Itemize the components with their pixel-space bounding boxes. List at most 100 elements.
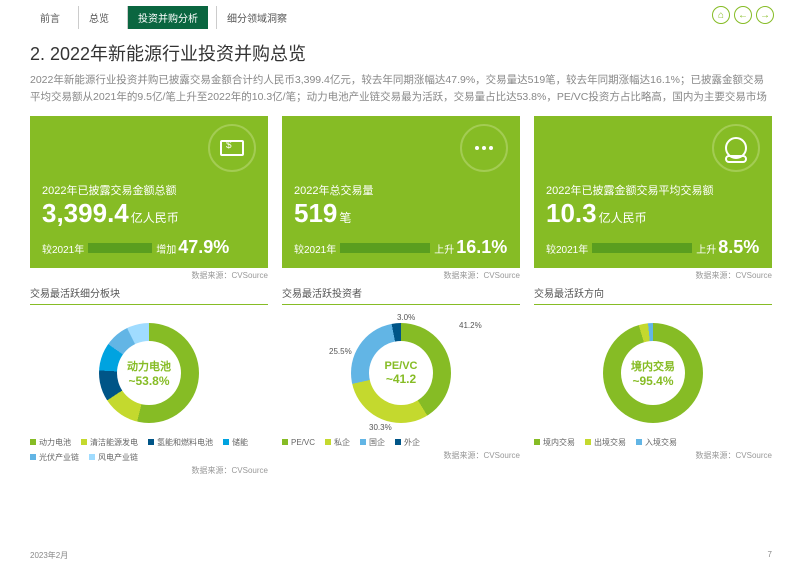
compare-bar: [340, 243, 430, 253]
vs-label: 较2021年: [546, 241, 588, 256]
footer-date: 2023年2月: [30, 550, 68, 561]
card-icon-ring: [460, 124, 508, 172]
legend-label: 氢能和燃料电池: [157, 437, 213, 448]
compare-bar: [88, 243, 152, 253]
legend-swatch: [30, 454, 36, 460]
legend-swatch: [360, 439, 366, 445]
donut-center: PE/VC ~41.2: [369, 341, 433, 405]
legend-swatch: [585, 439, 591, 445]
card-compare: 较2021年 上升 16.1%: [294, 237, 508, 258]
data-source: 数据来源：CVSource: [282, 450, 520, 461]
kpi-card-1: 2022年总交易量 519笔 较2021年 上升 16.1%: [282, 116, 520, 268]
legend-label: 私企: [334, 437, 350, 448]
legend: 动力电池 清洁能源发电 氢能和燃料电池 储能光伏产业链风电产业链: [30, 437, 268, 463]
card-icon-ring: $: [208, 124, 256, 172]
legend-swatch: [395, 439, 401, 445]
coins-icon: [725, 137, 747, 159]
money-icon: $: [220, 140, 244, 156]
change-word: 增加: [156, 241, 176, 256]
legend-item: 外企: [395, 437, 420, 448]
legend-item: 光伏产业链: [30, 452, 79, 463]
nav-tab-3[interactable]: 细分领域洞察: [216, 6, 297, 29]
page-subtitle: 2022年新能源行业投资并购已披露交易金额合计约人民币3,399.4亿元，较去年…: [30, 72, 772, 106]
legend-item: 境内交易: [534, 437, 575, 448]
slice-label: 30.3%: [369, 423, 392, 432]
change-word: 上升: [696, 241, 716, 256]
donut-center-label: PE/VC: [384, 360, 417, 372]
chart-title: 交易最活跃细分板块: [30, 285, 268, 305]
card-compare: 较2021年 增加 47.9%: [42, 237, 256, 258]
legend-item: 储能: [223, 437, 248, 448]
legend-item: 清洁能源发电: [81, 437, 138, 448]
slice-label: 3.0%: [397, 313, 415, 322]
legend-item: 私企: [325, 437, 350, 448]
legend-item: 风电产业链: [89, 452, 138, 463]
data-source: 数据来源：CVSource: [30, 270, 268, 281]
nav-tab-1[interactable]: 总览: [78, 6, 119, 29]
next-icon[interactable]: →: [756, 6, 774, 24]
legend-swatch: [148, 439, 154, 445]
legend-item: 出境交易: [585, 437, 626, 448]
card-value: 10.3亿人民币: [546, 198, 760, 229]
data-source: 数据来源：CVSource: [534, 270, 772, 281]
legend-label: 出境交易: [594, 437, 626, 448]
card-unit: 笔: [339, 211, 351, 225]
card-value: 3,399.4亿人民币: [42, 198, 256, 229]
change-word: 上升: [434, 241, 454, 256]
legend-swatch: [636, 439, 642, 445]
prev-icon[interactable]: ←: [734, 6, 752, 24]
legend-label: 动力电池: [39, 437, 71, 448]
donut-chart: 境内交易 ~95.4%: [603, 323, 703, 423]
card-label: 2022年已披露交易金额总额: [42, 182, 256, 198]
chart-title: 交易最活跃投资者: [282, 285, 520, 305]
donut-center-label: 境内交易: [631, 358, 675, 374]
legend-label: 清洁能源发电: [90, 437, 138, 448]
footer: 2023年2月 7: [30, 550, 772, 561]
chart-col-2: 交易最活跃方向 境内交易 ~95.4% 境内交易出境交易入境交易 数据来源：CV…: [534, 285, 772, 476]
kpi-card-0: $ 2022年已披露交易金额总额 3,399.4亿人民币 较2021年 增加 4…: [30, 116, 268, 268]
nav-bar: 前言 总览 投资并购分析 细分领域洞察: [0, 0, 802, 28]
change-pct: 16.1%: [456, 237, 507, 258]
nav-tab-2[interactable]: 投资并购分析: [127, 6, 208, 29]
nav-tab-0[interactable]: 前言: [30, 6, 70, 29]
legend-label: 外企: [404, 437, 420, 448]
data-source: 数据来源：CVSource: [534, 450, 772, 461]
card-unit: 亿人民币: [131, 211, 179, 225]
chart-title: 交易最活跃方向: [534, 285, 772, 305]
card-icon-ring: [712, 124, 760, 172]
vs-label: 较2021年: [294, 241, 336, 256]
legend-label: 光伏产业链: [39, 452, 79, 463]
chart-col-0: 交易最活跃细分板块 动力电池 ~53.8% 动力电池清洁能源发电氢能和燃料电池储…: [30, 285, 268, 476]
legend-item: 国企: [360, 437, 385, 448]
slice-label: 25.5%: [329, 347, 352, 356]
card-value: 519笔: [294, 198, 508, 229]
card-label: 2022年已披露金额交易平均交易额: [546, 182, 760, 198]
donut-center-label: 动力电池: [127, 358, 171, 374]
donut-chart: PE/VC ~41.2 41.2%30.3%25.5%3.0%: [351, 323, 451, 423]
legend-swatch: [223, 439, 229, 445]
home-icon[interactable]: ⌂: [712, 6, 730, 24]
legend-item: 动力电池: [30, 437, 71, 448]
legend-label: 入境交易: [645, 437, 677, 448]
legend-label: 境内交易: [543, 437, 575, 448]
donut-center-value: ~53.8%: [128, 374, 169, 388]
kpi-cards-row: $ 2022年已披露交易金额总额 3,399.4亿人民币 较2021年 增加 4…: [30, 116, 772, 281]
donut-chart: 动力电池 ~53.8%: [99, 323, 199, 423]
content: 2. 2022年新能源行业投资并购总览 2022年新能源行业投资并购已披露交易金…: [0, 28, 802, 476]
legend-label: 储能: [232, 437, 248, 448]
kpi-card-2: 2022年已披露金额交易平均交易额 10.3亿人民币 较2021年 上升 8.5…: [534, 116, 772, 268]
legend-swatch: [282, 439, 288, 445]
page-title: 2. 2022年新能源行业投资并购总览: [30, 40, 772, 66]
dots-icon: [475, 146, 493, 150]
vs-label: 较2021年: [42, 241, 84, 256]
legend-swatch: [534, 439, 540, 445]
donut-wrap: 动力电池 ~53.8%: [30, 313, 268, 433]
legend-item: 氢能和燃料电池: [148, 437, 213, 448]
slice-label: 41.2%: [459, 321, 482, 330]
donut-wrap: PE/VC ~41.2 41.2% 30.3% 25.5% 3.0%: [282, 313, 520, 433]
legend-swatch: [81, 439, 87, 445]
change-pct: 8.5%: [718, 237, 759, 258]
legend-item: 入境交易: [636, 437, 677, 448]
data-source: 数据来源：CVSource: [282, 270, 520, 281]
legend: 境内交易 出境交易 入境交易: [534, 437, 772, 448]
